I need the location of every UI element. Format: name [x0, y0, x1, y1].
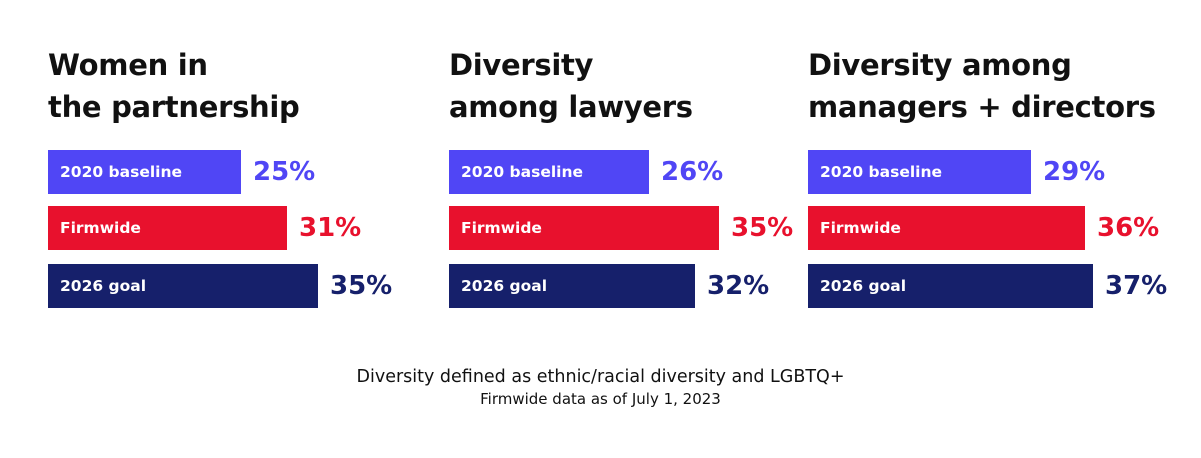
chart-title-line-1: Women in [48, 48, 208, 82]
bar-2026-goal: 2026 goal [48, 264, 318, 308]
bar-firmwide: Firmwide [808, 206, 1085, 250]
bar-2026-goal: 2026 goal [449, 264, 695, 308]
chart-panel-diversity-managers-directors: Diversity among managers + directors 202… [808, 0, 1188, 340]
bar-2020-baseline: 2020 baseline [449, 150, 649, 194]
bar-value-label: 35% [731, 213, 794, 243]
chart-panel-diversity-lawyers: Diversity among lawyers 2020 baseline 26%… [449, 0, 793, 340]
chart-title-line-2: the partnership [48, 90, 300, 124]
bar-2020-baseline: 2020 baseline [808, 150, 1031, 194]
bar-value-label: 35% [330, 271, 393, 301]
bar-2020-baseline: 2020 baseline [48, 150, 241, 194]
bar-category-label: 2020 baseline [461, 163, 584, 181]
bar-value-label: 29% [1043, 157, 1106, 187]
footnote-definition: Diversity defined as ethnic/racial diver… [356, 367, 845, 387]
chart-title: Diversity among managers + directors [808, 44, 1156, 128]
chart-title: Diversity among lawyers [449, 44, 693, 128]
chart-title-line-1: Diversity [449, 48, 594, 82]
bar-category-label: Firmwide [60, 219, 141, 237]
bar-category-label: Firmwide [461, 219, 542, 237]
bar-category-label: 2020 baseline [820, 163, 943, 181]
bar-category-label: Firmwide [820, 219, 901, 237]
chart-title-line-2: managers + directors [808, 90, 1156, 124]
bar-firmwide: Firmwide [449, 206, 719, 250]
bar-value-label: 32% [707, 271, 770, 301]
bar-category-label: 2026 goal [820, 277, 907, 295]
chart-title: Women in the partnership [48, 44, 300, 128]
bar-value-label: 37% [1105, 271, 1168, 301]
bar-category-label: 2026 goal [60, 277, 147, 295]
bar-category-label: 2020 baseline [60, 163, 183, 181]
bar-value-label: 25% [253, 157, 316, 187]
footnote-data-date: Firmwide data as of July 1, 2023 [480, 390, 721, 408]
bar-value-label: 31% [299, 213, 362, 243]
bar-firmwide: Firmwide [48, 206, 287, 250]
bar-value-label: 36% [1097, 213, 1160, 243]
chart-title-line-2: among lawyers [449, 90, 693, 124]
chart-panel-women-partnership: Women in the partnership 2020 baseline 25… [48, 0, 418, 340]
chart-title-line-1: Diversity among [808, 48, 1072, 82]
bar-2026-goal: 2026 goal [808, 264, 1093, 308]
bar-value-label: 26% [661, 157, 724, 187]
bar-category-label: 2026 goal [461, 277, 548, 295]
